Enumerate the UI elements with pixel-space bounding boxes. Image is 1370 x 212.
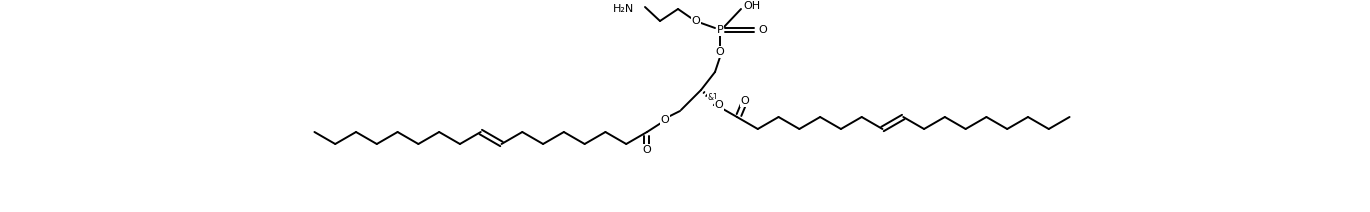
- Text: P: P: [717, 25, 723, 35]
- Text: O: O: [758, 25, 767, 35]
- Text: OH: OH: [743, 1, 760, 11]
- Text: O: O: [643, 145, 651, 155]
- Text: O: O: [715, 47, 725, 57]
- Text: O: O: [715, 100, 723, 110]
- Text: &1: &1: [708, 93, 719, 102]
- Text: H₂N: H₂N: [612, 4, 634, 14]
- Text: O: O: [741, 96, 749, 106]
- Text: O: O: [692, 16, 700, 26]
- Text: O: O: [660, 115, 670, 125]
